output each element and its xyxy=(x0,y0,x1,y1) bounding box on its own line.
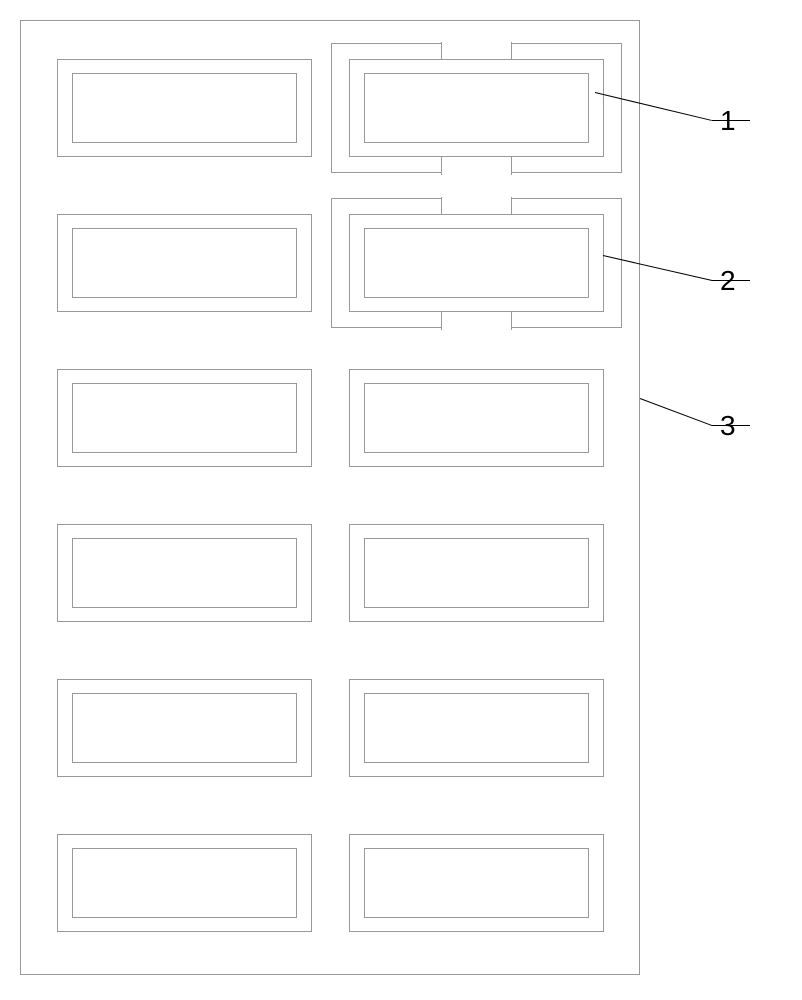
inner-rect xyxy=(72,383,297,453)
cell-5-0 xyxy=(57,834,312,932)
label-2: 2 xyxy=(720,265,736,297)
cell-2-0 xyxy=(57,369,312,467)
cell-0-0 xyxy=(57,59,312,157)
bracket-notch-top xyxy=(441,42,512,59)
inner-rect xyxy=(364,693,589,763)
bracket-notch-top xyxy=(441,197,512,214)
cell-0-1 xyxy=(349,59,604,157)
inner-rect xyxy=(364,228,589,298)
cell-1-1 xyxy=(349,214,604,312)
inner-rect xyxy=(364,848,589,918)
cell-1-0 xyxy=(57,214,312,312)
inner-rect xyxy=(364,73,589,143)
leader-line-3 xyxy=(640,398,712,426)
label-3: 3 xyxy=(720,410,736,442)
label-1: 1 xyxy=(720,105,736,137)
inner-rect xyxy=(72,538,297,608)
inner-rect xyxy=(364,383,589,453)
inner-rect xyxy=(72,693,297,763)
leader-tail-1 xyxy=(712,120,750,121)
cell-4-0 xyxy=(57,679,312,777)
bracket-notch-bottom xyxy=(441,157,512,175)
cell-5-1 xyxy=(349,834,604,932)
diagram-container xyxy=(20,20,640,975)
cell-3-1 xyxy=(349,524,604,622)
cell-4-1 xyxy=(349,679,604,777)
inner-rect xyxy=(364,538,589,608)
leader-tail-2 xyxy=(712,280,750,281)
cell-3-0 xyxy=(57,524,312,622)
leader-tail-3 xyxy=(712,425,750,426)
inner-rect xyxy=(72,848,297,918)
inner-rect xyxy=(72,228,297,298)
bracket-notch-bottom xyxy=(441,312,512,330)
inner-rect xyxy=(72,73,297,143)
cell-2-1 xyxy=(349,369,604,467)
